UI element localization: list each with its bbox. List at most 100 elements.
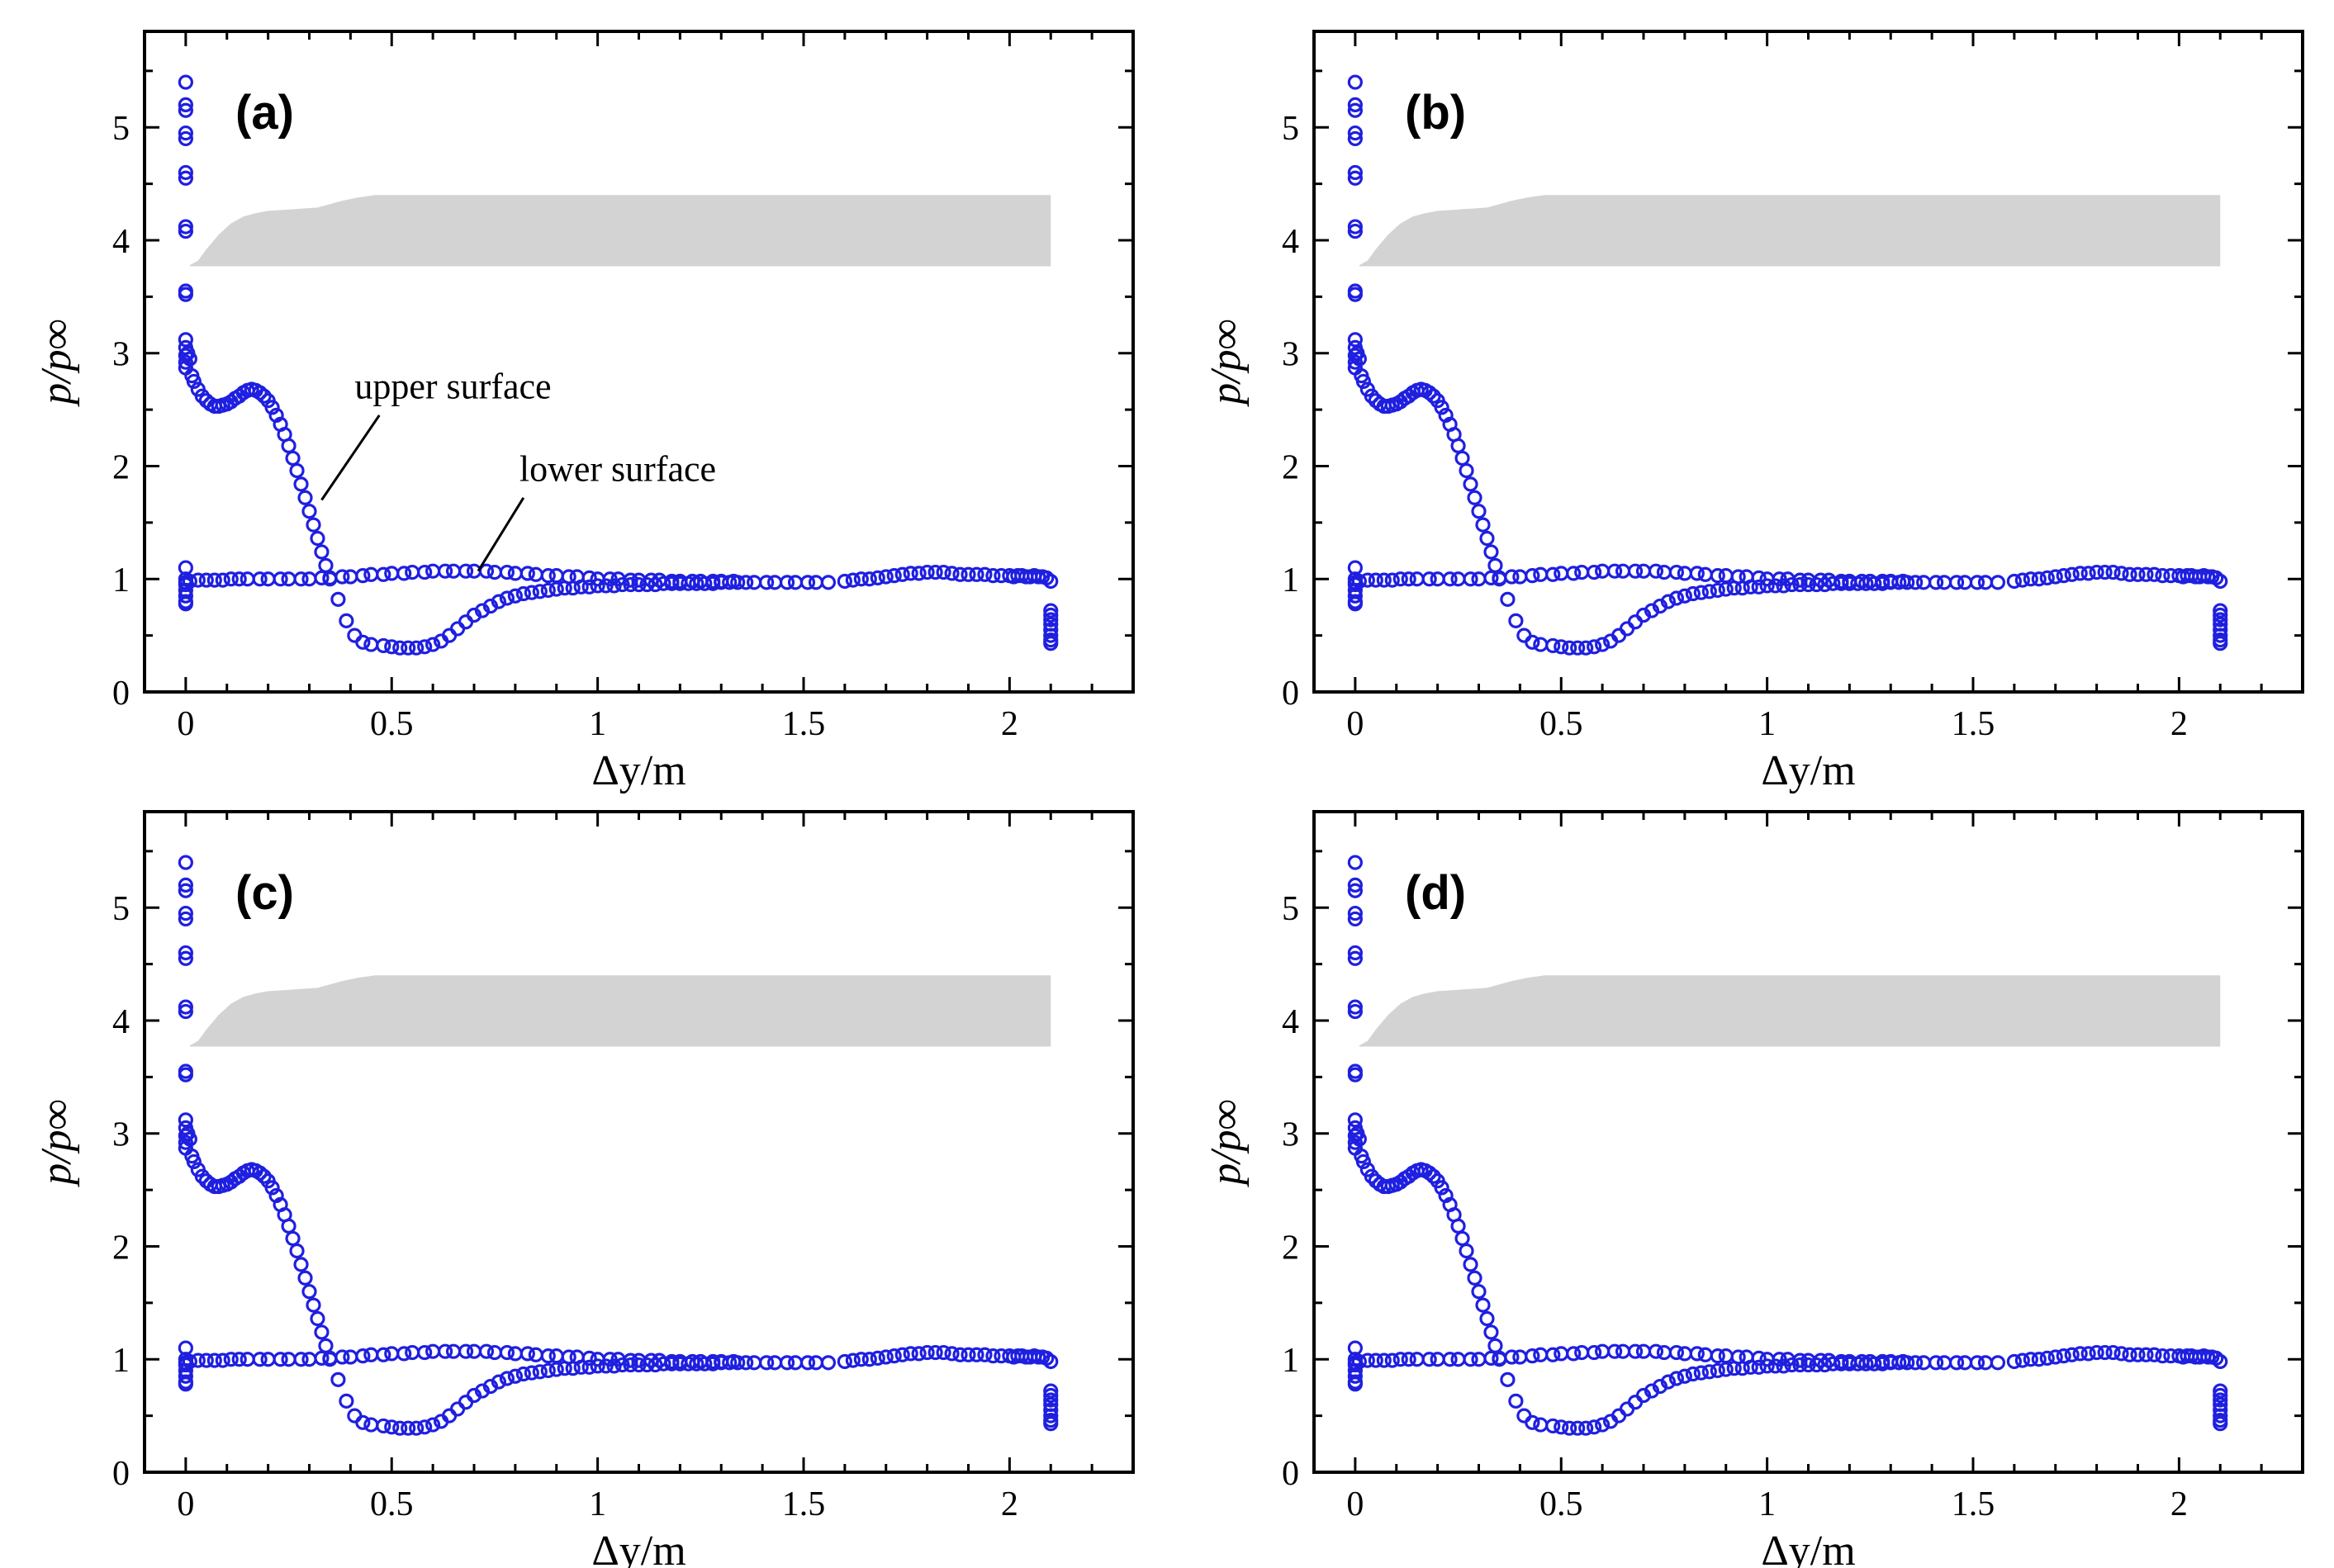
upper-surface-point — [289, 1243, 305, 1259]
chart-panel: 0 0.5 1 1.5 2 0 1 2 3 4 5 Δy/m p/p∞ (a) upper surface l… — [33, 30, 1135, 794]
upper-surface-point — [499, 590, 515, 606]
lower-surface-point — [693, 1353, 709, 1370]
lower-surface-point — [252, 571, 268, 587]
y-axis-label: p/p∞ — [1203, 1099, 1250, 1188]
upper-surface-point — [178, 905, 193, 921]
lower-surface-point — [355, 568, 371, 584]
lower-surface-point — [1574, 1344, 1590, 1361]
body-profile-shape — [1359, 975, 2221, 1047]
upper-surface-point — [178, 164, 193, 181]
upper-surface-point — [1578, 640, 1594, 656]
lower-surface-point — [2213, 1392, 2228, 1408]
lower-surface-point — [1948, 575, 1965, 590]
lower-surface-point — [478, 563, 495, 579]
lower-surface-point — [1463, 571, 1478, 587]
upper-surface-point — [297, 1270, 313, 1286]
upper-surface-point — [532, 1364, 548, 1380]
lower-surface-point — [2122, 1347, 2137, 1362]
lower-surface-point — [2064, 566, 2080, 582]
upper-surface-point — [1595, 637, 1611, 652]
lower-surface-point — [363, 566, 379, 582]
x-tick-label: 0 — [1346, 705, 1364, 743]
x-tick-label: 1.5 — [782, 705, 826, 743]
upper-surface-point — [1479, 1310, 1495, 1327]
lower-surface-point — [1545, 566, 1561, 582]
lower-surface-point — [252, 1352, 268, 1367]
upper-surface-point — [1459, 1243, 1474, 1259]
upper-surface-point — [339, 1393, 354, 1409]
lower-surface-point — [458, 563, 474, 579]
lower-surface-point — [1430, 1352, 1445, 1367]
lower-surface-point — [178, 1376, 193, 1392]
lower-surface-point — [314, 1350, 330, 1366]
upper-surface-point — [1351, 1131, 1367, 1147]
upper-surface-point — [1545, 1418, 1561, 1434]
upper-surface-point — [293, 1257, 309, 1272]
lower-surface-point — [1512, 1349, 1528, 1365]
lower-surface-point — [1627, 563, 1644, 579]
x-tick-label: 0.5 — [370, 705, 414, 743]
lower-surface-point — [693, 573, 709, 590]
lower-surface-point — [1483, 1350, 1499, 1366]
lower-surface-point — [886, 1348, 902, 1364]
upper-surface-point — [1347, 883, 1363, 898]
lower-surface-series — [1347, 560, 2228, 651]
lower-surface-point — [2155, 568, 2170, 584]
y-tick-label: 3 — [1282, 336, 1299, 374]
lower-surface-point — [458, 1343, 474, 1359]
lower-surface-point — [911, 566, 927, 581]
lower-surface-point — [602, 1352, 618, 1367]
upper-surface-point — [355, 634, 371, 650]
lower-surface-point — [260, 571, 276, 587]
upper-surface-point — [1668, 1371, 1685, 1386]
upper-surface-point — [532, 584, 548, 599]
upper-surface-point — [1347, 74, 1363, 90]
upper-surface-point — [449, 621, 466, 637]
lower-surface-point — [384, 1346, 400, 1362]
upper-surface-point — [1701, 1364, 1717, 1380]
lower-surface-point — [894, 1347, 910, 1362]
upper-surface-point — [1347, 1112, 1363, 1128]
upper-surface-series — [1347, 74, 1915, 656]
lower-surface-point — [886, 568, 902, 584]
upper-surface-point — [301, 1284, 317, 1300]
lower-surface-point — [425, 563, 441, 579]
lower-surface-point — [1977, 575, 1994, 590]
upper-surface-point — [1570, 640, 1586, 656]
lower-surface-point — [1351, 1353, 1367, 1370]
x-tick-label: 2 — [1001, 705, 1018, 743]
upper-surface-point — [1587, 1419, 1602, 1435]
upper-surface-point — [318, 1338, 334, 1353]
lower-surface-point — [334, 1349, 350, 1365]
lower-surface-point — [952, 566, 968, 582]
lower-surface-point — [190, 1352, 206, 1368]
lower-surface-point — [445, 1343, 462, 1359]
upper-surface-point — [1693, 585, 1709, 600]
upper-surface-point — [449, 1401, 466, 1417]
upper-surface-point — [409, 1420, 425, 1436]
lower-surface-point — [1834, 1353, 1849, 1370]
upper-surface-point — [1562, 640, 1577, 656]
lower-surface-point — [1792, 572, 1808, 588]
lower-surface-point — [1635, 1343, 1652, 1359]
lower-surface-point — [1615, 1343, 1631, 1359]
lower-surface-point — [878, 1349, 894, 1365]
lower-surface-point — [273, 571, 288, 587]
lower-surface-point — [1566, 566, 1582, 581]
upper-surface-point — [1693, 1365, 1709, 1381]
upper-surface-point — [417, 1419, 433, 1435]
y-tick-label: 2 — [112, 1229, 130, 1267]
upper-surface-point — [1347, 219, 1363, 234]
lower-surface-point — [944, 566, 960, 581]
lower-surface-point — [2006, 1353, 2022, 1370]
upper-surface-point — [1479, 530, 1495, 547]
lower-surface-point — [1430, 571, 1445, 587]
lower-surface-point — [1908, 1355, 1924, 1371]
lower-surface-point — [1442, 571, 1458, 587]
lower-surface-point — [1043, 1416, 1059, 1432]
lower-surface-point — [376, 566, 391, 582]
upper-surface-point — [285, 1230, 301, 1247]
lower-surface-point — [206, 572, 222, 588]
upper-surface-point — [1660, 1374, 1677, 1390]
